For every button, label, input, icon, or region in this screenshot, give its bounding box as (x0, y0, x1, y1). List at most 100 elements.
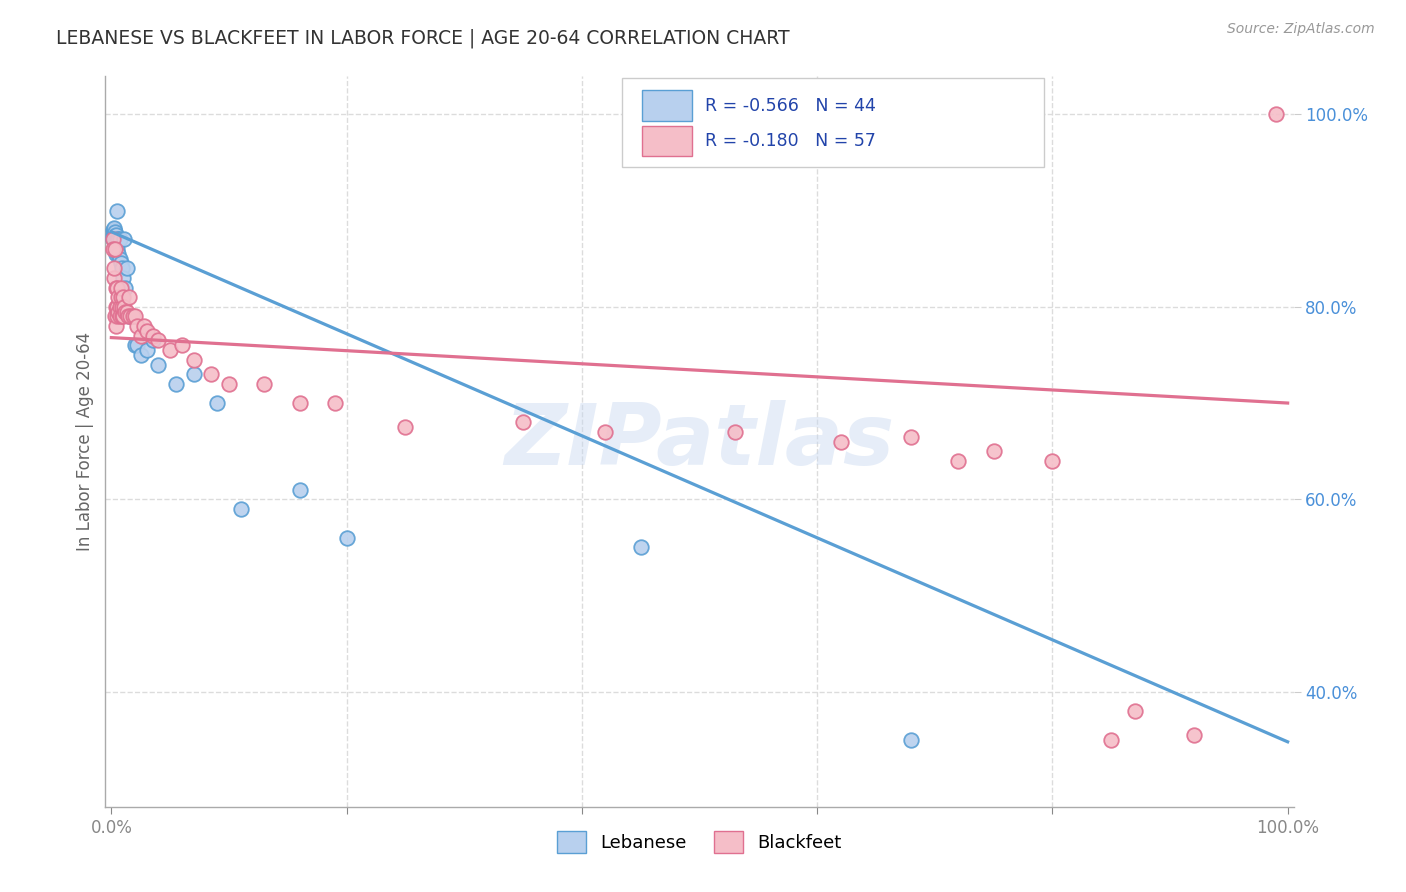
Point (1264, 107, 1286, 121)
FancyBboxPatch shape (623, 78, 1045, 168)
Point (129, 328, 152, 343)
Point (115, 304, 138, 318)
Point (103, 225, 125, 239)
Point (120, 310, 142, 324)
Point (121, 310, 143, 324)
Point (105, 242, 128, 256)
Point (394, 420, 416, 434)
Point (115, 261, 138, 276)
Point (148, 358, 170, 372)
Point (112, 232, 135, 246)
Point (103, 271, 125, 285)
Point (111, 261, 134, 276)
Point (1040, 454, 1063, 468)
Point (110, 256, 132, 270)
Point (159, 343, 181, 358)
Legend: Lebanese, Blackfeet: Lebanese, Blackfeet (550, 824, 849, 861)
Point (111, 300, 134, 314)
Point (135, 343, 157, 358)
Bar (643, 90, 692, 121)
Point (127, 338, 149, 352)
Point (830, 434, 852, 449)
Point (107, 232, 129, 246)
Bar (643, 126, 692, 156)
Point (105, 237, 128, 252)
Point (104, 225, 127, 239)
Point (105, 280, 128, 294)
Point (101, 227, 124, 242)
Point (101, 232, 124, 246)
Point (170, 338, 193, 352)
Text: LEBANESE VS BLACKFEET IN LABOR FORCE | AGE 20-64 CORRELATION CHART: LEBANESE VS BLACKFEET IN LABOR FORCE | A… (56, 29, 790, 48)
Point (135, 324, 157, 338)
Point (108, 252, 131, 266)
Point (595, 425, 617, 439)
Text: Source: ZipAtlas.com: Source: ZipAtlas.com (1227, 22, 1375, 37)
Point (948, 454, 970, 468)
Point (105, 300, 128, 314)
Point (107, 290, 129, 304)
Point (103, 227, 125, 242)
Point (112, 290, 135, 304)
Point (104, 237, 127, 252)
Point (512, 415, 534, 429)
Point (148, 334, 170, 348)
Point (107, 304, 129, 318)
Point (165, 376, 187, 391)
Point (104, 232, 127, 246)
Point (141, 328, 163, 343)
Point (101, 223, 124, 237)
Point (112, 300, 135, 314)
Point (900, 430, 922, 444)
Point (205, 396, 228, 410)
Point (118, 290, 141, 304)
Point (124, 338, 146, 352)
Point (200, 367, 222, 381)
Text: R = -0.566   N = 44: R = -0.566 N = 44 (706, 97, 876, 115)
Point (105, 203, 128, 218)
Point (101, 232, 124, 246)
Text: ZIPatlas: ZIPatlas (505, 400, 894, 483)
Point (983, 444, 1005, 458)
Point (1099, 732, 1122, 747)
Point (1182, 728, 1205, 742)
Point (183, 352, 205, 367)
Point (108, 300, 131, 314)
Point (104, 242, 127, 256)
Point (134, 319, 156, 334)
Point (103, 232, 125, 246)
Point (118, 310, 141, 324)
Point (108, 232, 131, 246)
Text: R = -0.180   N = 57: R = -0.180 N = 57 (706, 132, 876, 150)
Point (288, 483, 311, 497)
Point (111, 310, 134, 324)
Point (103, 220, 125, 235)
Point (336, 531, 359, 545)
Point (253, 376, 276, 391)
Point (104, 310, 127, 324)
Point (323, 396, 346, 410)
Point (105, 280, 128, 294)
Point (288, 396, 311, 410)
Point (105, 319, 128, 334)
Point (124, 310, 146, 324)
Point (183, 367, 205, 381)
Point (724, 425, 747, 439)
Point (114, 280, 136, 294)
Point (103, 223, 125, 237)
Point (630, 541, 652, 555)
Point (105, 232, 128, 246)
Point (127, 319, 149, 334)
Point (900, 732, 922, 747)
Point (105, 227, 128, 242)
Point (129, 348, 152, 362)
Point (141, 334, 163, 348)
Point (120, 310, 142, 324)
Point (114, 304, 136, 318)
Point (110, 290, 132, 304)
Y-axis label: In Labor Force | Age 20-64: In Labor Force | Age 20-64 (76, 332, 94, 551)
Point (105, 247, 128, 261)
Point (229, 502, 252, 516)
Point (105, 300, 128, 314)
Point (112, 310, 135, 324)
